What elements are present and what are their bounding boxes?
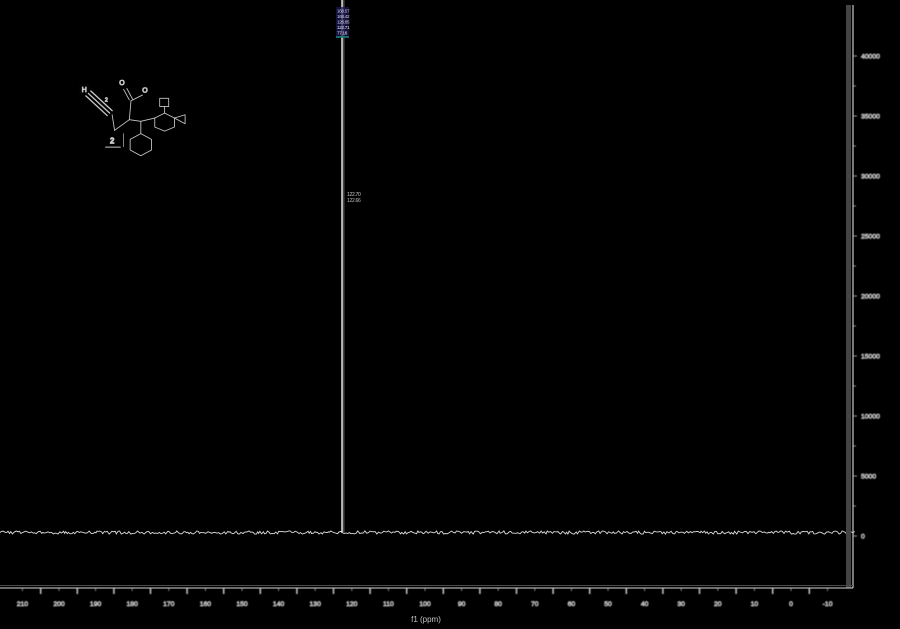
svg-text:40: 40	[641, 601, 649, 608]
svg-text:120: 120	[346, 601, 358, 608]
svg-text:110: 110	[383, 601, 394, 608]
svg-text:10: 10	[751, 601, 759, 608]
svg-text:O: O	[119, 80, 125, 87]
svg-text:H: H	[82, 87, 87, 94]
svg-text:200: 200	[53, 601, 65, 608]
svg-text:f1 (ppm): f1 (ppm)	[411, 615, 441, 624]
svg-text:35000: 35000	[861, 114, 880, 121]
svg-text:40000: 40000	[861, 54, 880, 61]
svg-text:30: 30	[677, 601, 685, 608]
svg-text:130: 130	[310, 601, 322, 608]
svg-text:168.57: 168.57	[337, 9, 350, 14]
svg-text:160: 160	[200, 601, 212, 608]
svg-text:126.85: 126.85	[337, 20, 350, 25]
svg-text:77.16: 77.16	[337, 31, 348, 36]
svg-text:150: 150	[236, 601, 248, 608]
svg-text:30000: 30000	[861, 174, 880, 181]
svg-text:122.66: 122.66	[347, 198, 361, 204]
svg-text:90: 90	[458, 601, 466, 608]
svg-text:60: 60	[568, 601, 576, 608]
svg-text:170: 170	[163, 601, 175, 608]
svg-text:168.42: 168.42	[337, 14, 350, 19]
svg-text:0: 0	[789, 601, 793, 608]
svg-text:15000: 15000	[861, 354, 880, 361]
svg-text:25000: 25000	[861, 234, 880, 241]
svg-text:20: 20	[714, 601, 722, 608]
svg-text:2: 2	[110, 136, 115, 145]
svg-text:70: 70	[531, 601, 539, 608]
svg-text:-10: -10	[823, 601, 833, 608]
svg-text:100: 100	[419, 601, 431, 608]
svg-text:20000: 20000	[861, 294, 880, 301]
svg-text:180: 180	[127, 601, 139, 608]
svg-text:122.71: 122.71	[337, 25, 350, 30]
svg-text:210: 210	[17, 601, 29, 608]
svg-text:10000: 10000	[861, 414, 880, 421]
svg-text:2: 2	[105, 98, 108, 104]
svg-text:80: 80	[494, 601, 502, 608]
svg-text:0: 0	[861, 534, 865, 541]
svg-text:140: 140	[273, 601, 285, 608]
svg-text:50: 50	[604, 601, 612, 608]
svg-text:O: O	[142, 88, 148, 95]
svg-text:190: 190	[90, 601, 102, 608]
svg-text:5000: 5000	[861, 474, 876, 481]
